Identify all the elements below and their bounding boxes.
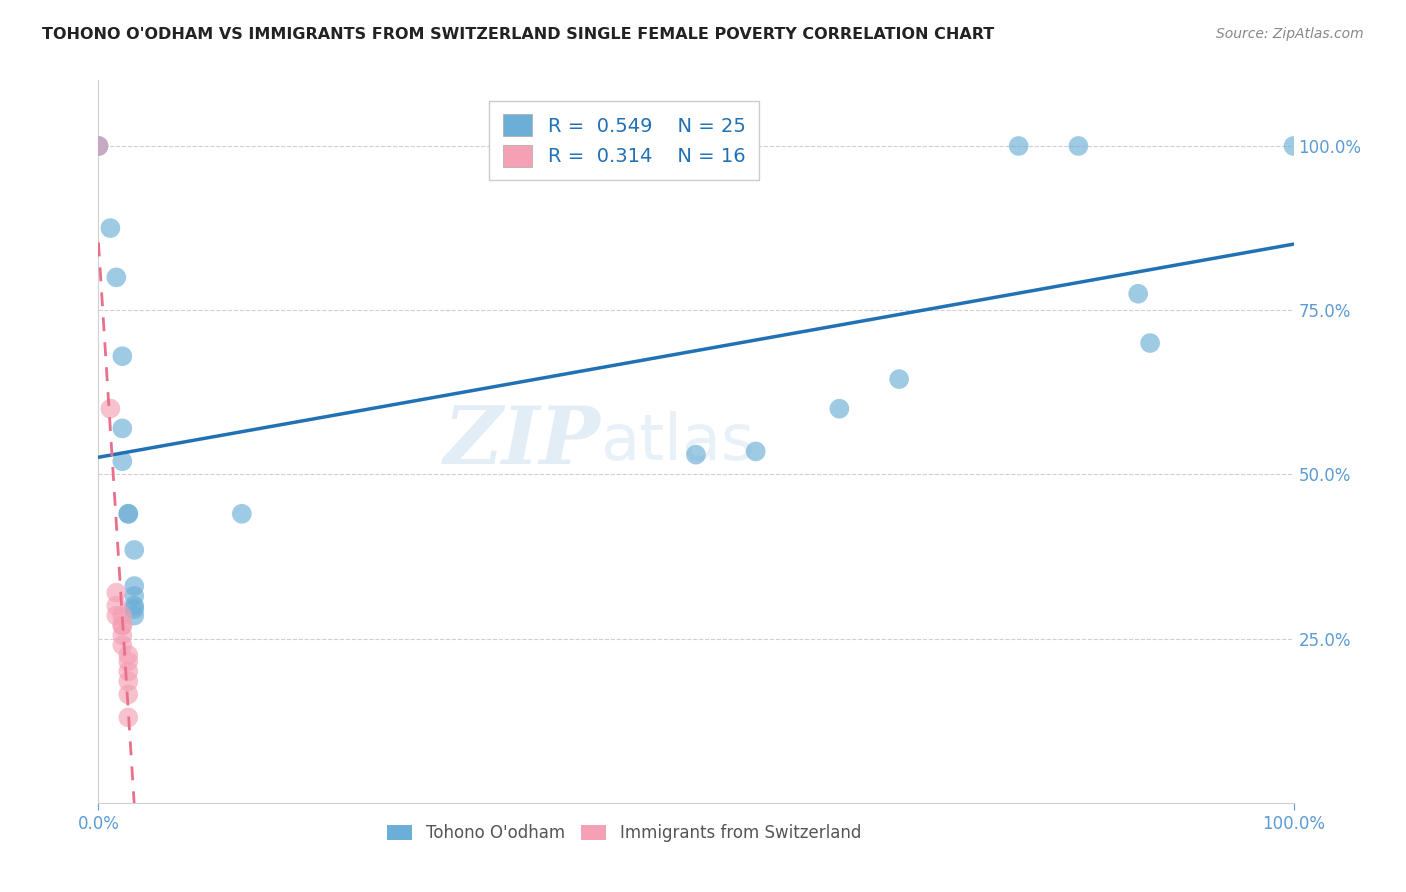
- Point: [98, 221, 122, 235]
- Point: [889, 372, 911, 386]
- Point: [87, 139, 110, 153]
- Point: [117, 665, 139, 679]
- Point: [745, 444, 768, 458]
- Point: [111, 608, 134, 623]
- Point: [87, 139, 110, 153]
- Point: [98, 401, 122, 416]
- Point: [117, 710, 139, 724]
- Point: [117, 507, 139, 521]
- Point: [105, 599, 128, 613]
- Point: [111, 454, 134, 468]
- Point: [124, 542, 146, 557]
- Point: [124, 579, 146, 593]
- Point: [1139, 336, 1161, 351]
- Text: ZIP: ZIP: [443, 403, 600, 480]
- Point: [1128, 286, 1150, 301]
- Point: [1282, 139, 1305, 153]
- Point: [111, 421, 134, 435]
- Point: [111, 618, 134, 632]
- Point: [828, 401, 851, 416]
- Point: [124, 589, 146, 603]
- Point: [105, 585, 128, 599]
- Point: [105, 608, 128, 623]
- Point: [111, 628, 134, 642]
- Point: [124, 602, 146, 616]
- Point: [685, 448, 707, 462]
- Point: [1067, 139, 1090, 153]
- Point: [117, 674, 139, 689]
- Point: [124, 608, 146, 623]
- Point: [231, 507, 253, 521]
- Text: TOHONO O'ODHAM VS IMMIGRANTS FROM SWITZERLAND SINGLE FEMALE POVERTY CORRELATION : TOHONO O'ODHAM VS IMMIGRANTS FROM SWITZE…: [42, 27, 994, 42]
- Point: [111, 618, 134, 632]
- Point: [87, 139, 110, 153]
- Point: [111, 349, 134, 363]
- Legend: Tohono O'odham, Immigrants from Switzerland: Tohono O'odham, Immigrants from Switzerl…: [381, 817, 868, 848]
- Text: atlas: atlas: [600, 410, 755, 473]
- Point: [105, 270, 128, 285]
- Point: [1008, 139, 1031, 153]
- Point: [111, 638, 134, 652]
- Point: [124, 599, 146, 613]
- Point: [117, 687, 139, 701]
- Point: [117, 507, 139, 521]
- Text: Source: ZipAtlas.com: Source: ZipAtlas.com: [1216, 27, 1364, 41]
- Point: [117, 648, 139, 662]
- Point: [117, 655, 139, 669]
